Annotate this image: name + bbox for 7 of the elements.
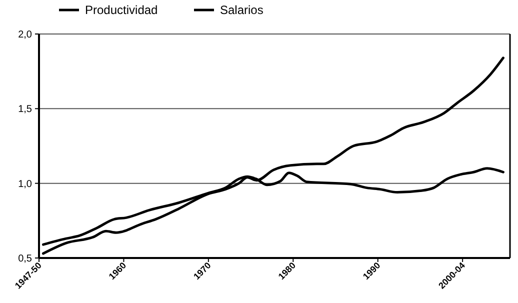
legend-label: Productividad — [85, 3, 158, 17]
y-tick-label: 2,0 — [18, 30, 32, 40]
legend-label: Salarios — [220, 3, 264, 17]
y-tick-label: 1,0 — [18, 178, 32, 190]
y-tick-label: 0,5 — [18, 254, 32, 264]
y-tick-label: 1,5 — [18, 104, 32, 116]
line-series — [42, 56, 504, 255]
